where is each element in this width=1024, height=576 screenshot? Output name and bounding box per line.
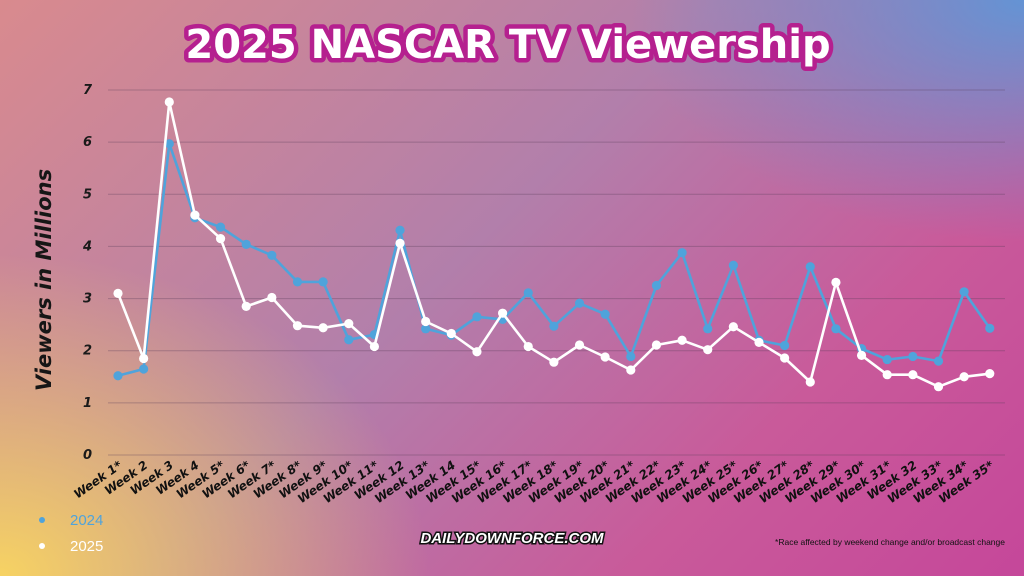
data-point (421, 316, 431, 327)
data-point (831, 277, 841, 288)
data-point (856, 350, 867, 361)
data-point (703, 345, 713, 355)
data-point (498, 308, 508, 318)
legend-marker (39, 543, 45, 549)
data-point (651, 280, 662, 291)
footnote: *Race affected by weekend change and/or … (775, 537, 1005, 547)
data-point (651, 340, 662, 350)
data-point (831, 324, 841, 334)
data-point (677, 335, 687, 345)
y-tick-label: 3 (83, 292, 92, 307)
data-point (241, 239, 251, 249)
data-point (574, 298, 585, 308)
brand-text: DAILYDOWNFORCE.COM (420, 530, 604, 547)
data-point (472, 347, 482, 357)
data-point (805, 377, 815, 387)
y-axis-label: Viewers in Millions (32, 169, 56, 391)
y-tick-label: 1 (83, 396, 92, 411)
data-point (369, 341, 379, 352)
data-point (908, 370, 918, 380)
y-tick-label: 6 (83, 135, 92, 150)
data-point (421, 324, 431, 334)
data-point (318, 323, 328, 333)
data-point (908, 351, 918, 362)
legend-label: 2024 (70, 512, 103, 529)
data-point (267, 250, 277, 260)
data-point (985, 323, 995, 333)
data-point (728, 260, 738, 270)
series-lines (113, 97, 995, 392)
data-point (523, 288, 533, 298)
legend-label: 2025 (70, 538, 103, 555)
data-point (780, 340, 790, 351)
data-point (139, 353, 149, 364)
data-point (292, 321, 303, 331)
data-point (600, 352, 610, 362)
series-2024 (113, 139, 995, 381)
data-point (292, 277, 303, 287)
chart-title: 2025 NASCAR TV Viewership (185, 22, 830, 68)
data-point (267, 292, 277, 303)
data-point (985, 369, 995, 379)
data-point (728, 322, 738, 332)
data-point (395, 225, 405, 235)
data-point (677, 248, 687, 258)
data-point (626, 365, 636, 375)
data-point (574, 340, 585, 350)
data-point (549, 357, 559, 367)
series-2025 (113, 97, 995, 392)
data-point (933, 356, 944, 366)
data-point (805, 262, 815, 272)
data-point (549, 321, 559, 331)
data-point (395, 238, 405, 248)
y-axis-ticks: 0 1 2 3 4 5 6 7 (82, 83, 93, 463)
data-point (318, 277, 328, 287)
data-point (780, 353, 790, 363)
series-line (117, 142, 991, 377)
gridlines (108, 89, 1005, 456)
data-point (933, 382, 944, 392)
data-point (959, 287, 969, 297)
data-point (754, 337, 764, 347)
data-point (703, 324, 713, 334)
data-point (600, 309, 610, 319)
data-point (241, 301, 251, 311)
data-point (344, 335, 354, 345)
data-point (882, 370, 892, 380)
legend-marker (39, 517, 45, 523)
data-point (446, 328, 456, 339)
data-point (215, 222, 226, 232)
data-point (113, 371, 123, 381)
data-point (113, 288, 123, 298)
y-tick-label: 2 (83, 344, 92, 359)
y-tick-label: 7 (83, 83, 93, 98)
data-point (472, 312, 482, 322)
data-point (215, 234, 226, 244)
brand-logo: DAILYDOWNFORCE.COM (419, 529, 606, 549)
data-point (882, 354, 892, 365)
data-point (139, 364, 149, 374)
y-tick-label: 0 (83, 448, 92, 463)
data-point (190, 210, 200, 220)
y-tick-label: 4 (82, 239, 92, 254)
legend: 2024 2025 (39, 512, 103, 555)
y-tick-label: 5 (83, 187, 92, 202)
data-point (626, 351, 636, 362)
data-point (959, 372, 969, 382)
data-point (344, 319, 354, 329)
data-point (164, 97, 174, 107)
data-point (523, 341, 533, 352)
data-point (164, 139, 174, 149)
